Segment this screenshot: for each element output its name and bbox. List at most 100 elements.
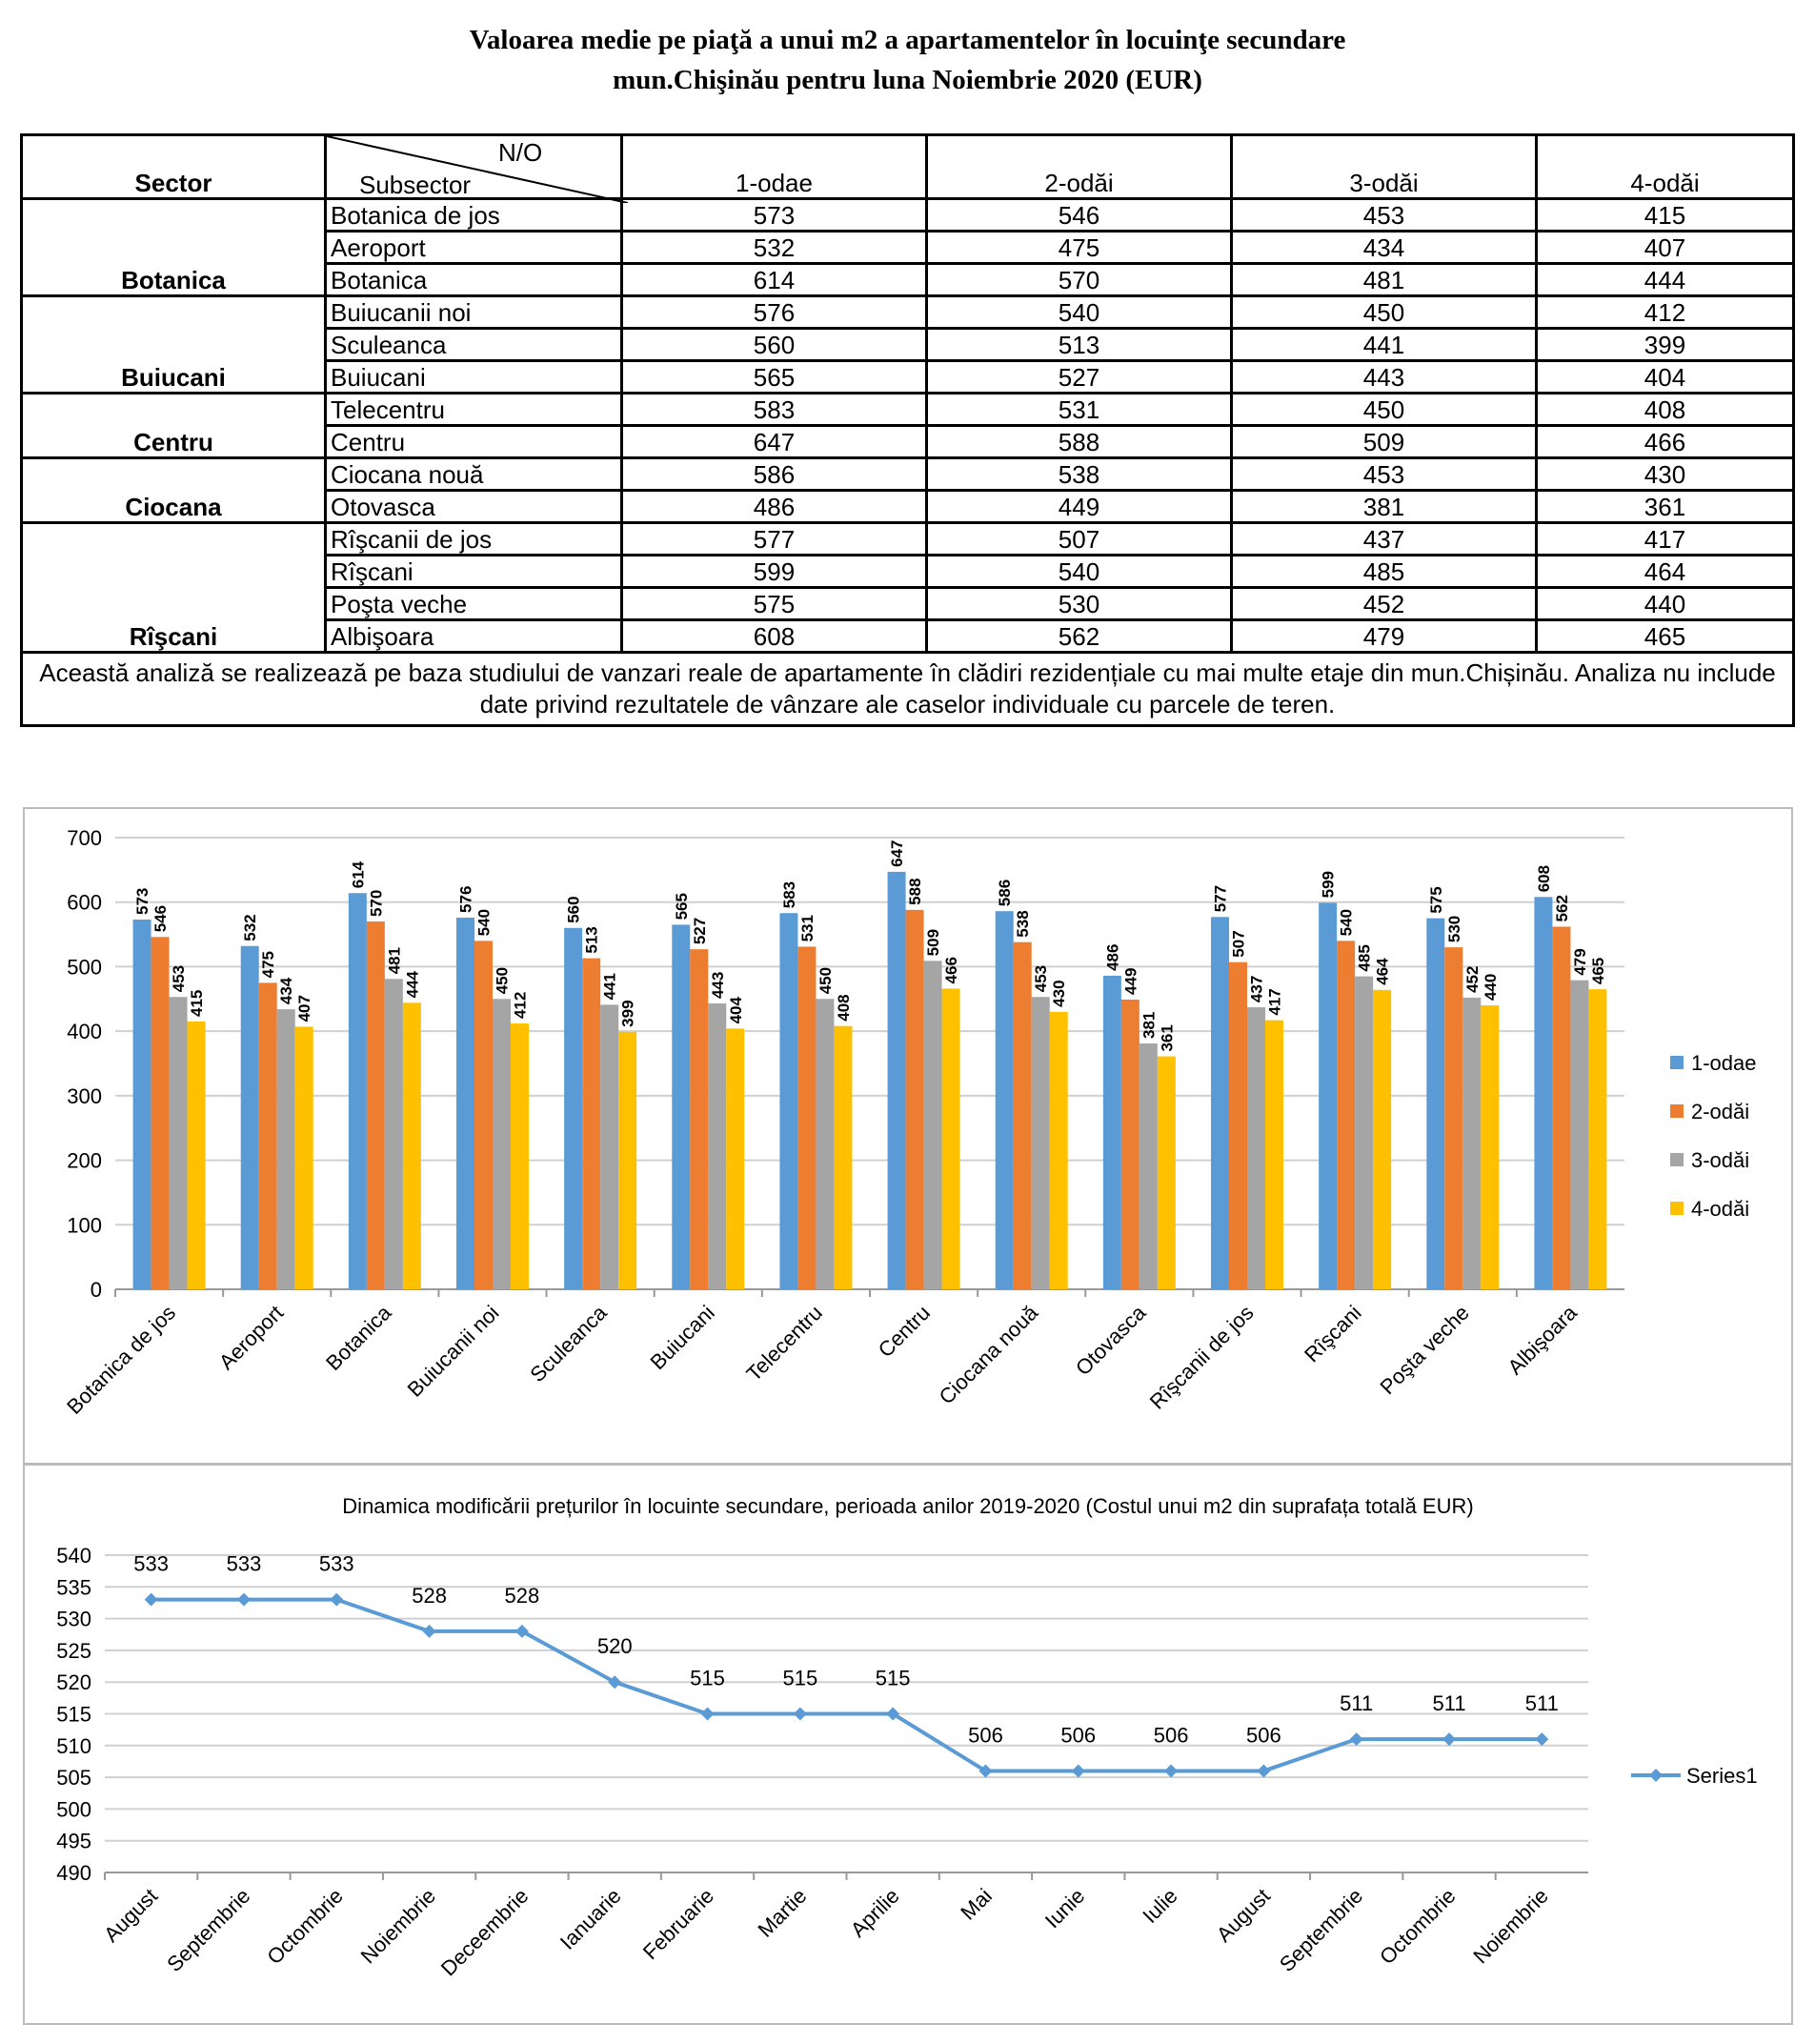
marker	[793, 1707, 807, 1721]
value-label: 538	[1014, 910, 1032, 937]
bar	[941, 988, 960, 1289]
cell-value: 576	[620, 294, 928, 330]
value-label: 475	[259, 951, 277, 978]
value-label: 562	[1553, 895, 1571, 921]
x-tick-label: Telecentru	[742, 1301, 827, 1386]
legend-label: 3-odăi	[1691, 1148, 1749, 1172]
cell-value: 453	[1230, 197, 1538, 233]
bar	[1319, 902, 1338, 1289]
value-label: 520	[597, 1634, 633, 1658]
cell-value: 565	[620, 359, 928, 395]
value-label: 481	[385, 947, 403, 974]
cell-value: 599	[620, 554, 928, 589]
subsector: Centru	[324, 424, 623, 459]
cell-value: 560	[620, 327, 928, 362]
cell-value: 527	[925, 359, 1233, 395]
cell-value: 485	[1230, 554, 1538, 589]
cell-value: 530	[925, 586, 1233, 621]
cell-value: 481	[1230, 262, 1538, 297]
corner-top: N/O	[498, 138, 543, 167]
subsector: Buiucani	[324, 359, 623, 395]
value-label: 417	[1266, 988, 1284, 1015]
bar	[995, 911, 1014, 1289]
y-tick-label: 490	[56, 1861, 91, 1885]
subsector: Botanica de jos	[324, 197, 623, 233]
x-tick-label: Sculeanca	[525, 1300, 612, 1386]
bar	[582, 958, 601, 1289]
value-label: 506	[1060, 1723, 1096, 1747]
bar	[1120, 999, 1139, 1289]
value-label: 515	[690, 1667, 725, 1690]
bar	[1373, 989, 1392, 1289]
bar	[779, 913, 798, 1289]
value-label: 407	[295, 995, 313, 1022]
bar	[1588, 989, 1607, 1289]
x-tick-label: Botanica	[321, 1300, 396, 1375]
bar	[1552, 926, 1571, 1289]
marker	[236, 1592, 251, 1607]
title: mun.Chişinău pentru luna Noiembrie 2020 …	[613, 65, 1202, 95]
bar	[1013, 941, 1032, 1289]
value-label: 506	[1154, 1723, 1189, 1747]
bar	[1229, 961, 1247, 1289]
marker	[422, 1624, 436, 1638]
bar	[1462, 997, 1482, 1289]
value-label: 509	[924, 929, 942, 956]
bar	[600, 1004, 619, 1289]
cell-value: 509	[1230, 424, 1538, 459]
bar	[797, 946, 817, 1289]
cell-value: 434	[1230, 230, 1538, 265]
sector: Buiucani	[20, 294, 327, 395]
y-tick-label: 510	[56, 1734, 91, 1758]
bar	[1247, 1007, 1265, 1289]
value-label: 608	[1535, 865, 1553, 892]
bar	[816, 999, 835, 1289]
subsector: Telecentru	[324, 392, 623, 427]
value-label: 449	[1121, 968, 1139, 995]
marker	[608, 1675, 622, 1690]
y-tick-label: 515	[56, 1703, 91, 1727]
value-label: 647	[888, 840, 906, 867]
x-tick-label: Iunie	[1040, 1884, 1089, 1933]
value-label: 381	[1139, 1012, 1158, 1039]
x-tick-label: Mai	[956, 1884, 997, 1925]
cell-value: 513	[925, 327, 1233, 362]
bar	[276, 1009, 295, 1289]
y-tick-label: 525	[56, 1639, 91, 1663]
value-label: 464	[1374, 958, 1392, 985]
note: Această analiză se realizează pe baza st…	[20, 651, 1795, 727]
bar	[1444, 947, 1463, 1289]
bar	[708, 1003, 727, 1289]
cell-value: 399	[1535, 327, 1795, 362]
y-tick-label: 505	[56, 1766, 91, 1790]
value-label: 577	[1212, 885, 1230, 912]
y-tick-label: 500	[56, 1797, 91, 1821]
value-label: 465	[1589, 958, 1607, 984]
bar	[887, 871, 906, 1289]
x-tick-label: Rîşcanii de jos	[1145, 1301, 1259, 1414]
value-label: 404	[727, 997, 745, 1024]
row: Buiucani 565 527 443 404	[22, 359, 1795, 395]
bar	[169, 997, 188, 1289]
cell-value: 450	[1230, 294, 1538, 330]
cell-value: 465	[1535, 618, 1795, 654]
x-tick-label: Poşta veche	[1376, 1301, 1474, 1399]
x-tick-label: Rîşcani	[1300, 1301, 1366, 1367]
cell-value: 531	[925, 392, 1233, 427]
value-label: 412	[512, 992, 530, 1019]
bar	[690, 949, 709, 1289]
cell-value: 546	[925, 197, 1233, 233]
cell-value: 412	[1535, 294, 1795, 330]
x-tick-label: Septembrie	[1275, 1884, 1367, 1976]
cell-value: 415	[1535, 197, 1795, 233]
sector: Centru	[20, 392, 327, 459]
cell-value: 453	[1230, 456, 1538, 492]
subsector: Buiucanii noi	[324, 294, 623, 330]
value-label: 511	[1525, 1691, 1559, 1715]
x-tick-label: Februarie	[638, 1884, 718, 1964]
sector-header: Sector	[20, 133, 327, 200]
bar	[258, 982, 277, 1289]
legend-swatch	[1670, 1056, 1684, 1069]
value-label: 540	[1338, 909, 1356, 936]
marker	[330, 1592, 344, 1607]
